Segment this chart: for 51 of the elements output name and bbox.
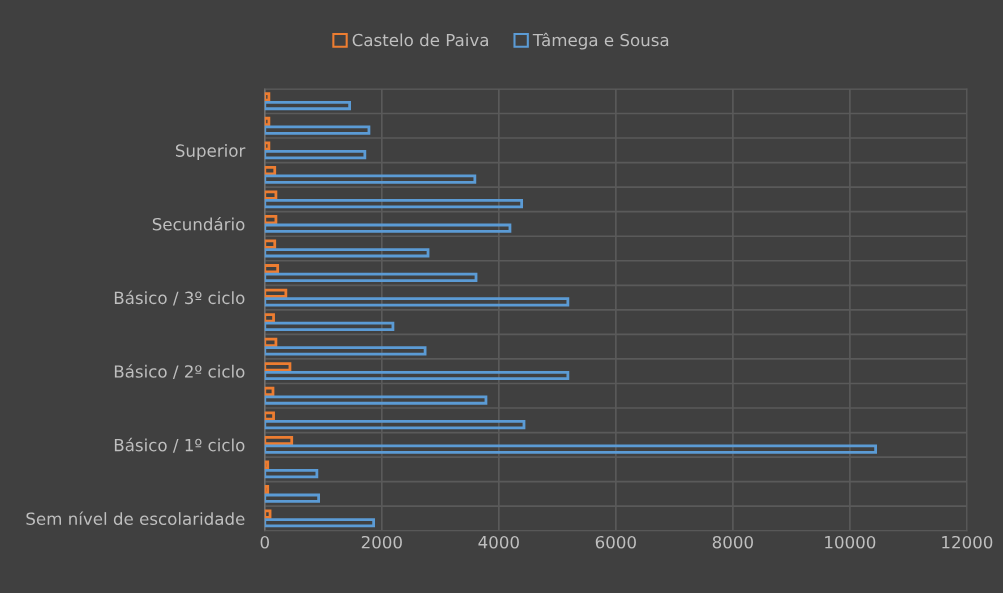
bar <box>264 297 570 307</box>
bar <box>264 199 524 209</box>
legend-label: Tâmega e Sousa <box>532 32 669 50</box>
bar <box>264 215 278 225</box>
bar <box>264 469 319 479</box>
bar <box>264 362 292 372</box>
bar <box>264 370 570 381</box>
x-tick-label: 10000 <box>825 535 876 549</box>
bar <box>264 435 294 446</box>
y-tick-label: Secundário <box>152 216 245 231</box>
y-tick-label: Básico / 2º ciclo <box>114 364 245 380</box>
x-tick-label: 4000 <box>478 535 519 549</box>
y-tick-label: Básico / 1º ciclo <box>114 437 245 453</box>
bar <box>264 125 371 135</box>
bar <box>264 337 278 347</box>
bar <box>264 149 367 160</box>
bar <box>264 264 280 274</box>
bar <box>264 165 277 176</box>
bar <box>264 288 288 298</box>
bar <box>264 518 376 528</box>
bar <box>264 411 275 421</box>
x-tick-label: 6000 <box>595 535 636 549</box>
bar <box>264 346 427 356</box>
bar <box>264 190 278 200</box>
legend-label: Castelo de Paiva <box>352 33 488 47</box>
y-tick-label: Básico / 3º ciclo <box>114 290 245 306</box>
x-tick-label: 12000 <box>942 535 993 549</box>
bar <box>264 460 270 470</box>
bar <box>264 100 352 111</box>
bar <box>264 485 270 495</box>
bar <box>264 141 271 151</box>
bar <box>264 272 478 282</box>
bar <box>264 493 321 503</box>
bar <box>264 509 272 519</box>
x-tick-label: 8000 <box>712 535 753 549</box>
y-tick-label: Sem nível de escolaridade <box>26 511 245 526</box>
bar <box>264 395 488 405</box>
bar <box>264 313 275 323</box>
bar <box>264 92 271 102</box>
bar <box>264 116 271 127</box>
bar <box>264 223 512 233</box>
bar <box>264 174 477 184</box>
x-tick-label: 0 <box>260 535 269 549</box>
bar <box>264 444 878 454</box>
bar <box>264 419 526 430</box>
bar <box>264 321 395 332</box>
bar <box>264 386 275 397</box>
x-tick-label: 2000 <box>361 535 402 549</box>
bar <box>264 248 430 258</box>
bar <box>264 239 277 249</box>
y-tick-label: Superior <box>175 143 246 161</box>
